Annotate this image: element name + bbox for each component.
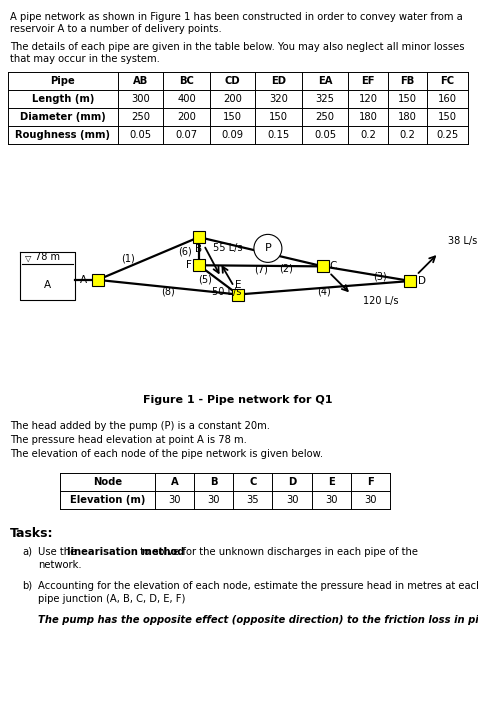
Text: (2): (2): [268, 243, 282, 253]
Text: 120: 120: [358, 94, 378, 104]
Text: (6): (6): [178, 246, 192, 256]
Text: The elevation of each node of the pipe network is given below.: The elevation of each node of the pipe n…: [10, 449, 323, 459]
Text: EA: EA: [318, 76, 332, 86]
Text: 120 L/s: 120 L/s: [363, 297, 399, 306]
Text: Tasks:: Tasks:: [10, 527, 54, 540]
Text: (4): (4): [317, 287, 331, 297]
Text: 150: 150: [269, 112, 288, 122]
Text: 180: 180: [358, 112, 378, 122]
Text: 400: 400: [177, 94, 196, 104]
Text: The details of each pipe are given in the table below. You may also neglect all : The details of each pipe are given in th…: [10, 42, 465, 52]
Text: A: A: [80, 275, 87, 285]
Text: Use the: Use the: [38, 547, 79, 557]
Text: 320: 320: [269, 94, 288, 104]
Text: C: C: [249, 477, 257, 487]
Text: (3): (3): [373, 271, 387, 282]
Text: 150: 150: [223, 112, 242, 122]
Polygon shape: [92, 274, 104, 286]
Text: Accounting for the elevation of each node, estimate the pressure head in metres : Accounting for the elevation of each nod…: [38, 581, 478, 591]
Text: A: A: [171, 477, 178, 487]
Text: reservoir A to a number of delivery points.: reservoir A to a number of delivery poin…: [10, 24, 222, 34]
Text: A: A: [43, 280, 51, 290]
Text: linearisation method: linearisation method: [67, 547, 185, 557]
Text: 250: 250: [315, 112, 335, 122]
Text: pipe junction (A, B, C, D, E, F): pipe junction (A, B, C, D, E, F): [38, 594, 185, 604]
Text: ▽: ▽: [25, 254, 31, 263]
Text: 300: 300: [131, 94, 150, 104]
Text: CD: CD: [225, 76, 240, 86]
Text: 30: 30: [207, 495, 220, 505]
Text: FC: FC: [440, 76, 455, 86]
Polygon shape: [317, 261, 329, 273]
Text: 325: 325: [315, 94, 335, 104]
Text: The pressure head elevation at point A is 78 m.: The pressure head elevation at point A i…: [10, 435, 247, 445]
Text: FB: FB: [401, 76, 414, 86]
Text: (5): (5): [198, 275, 212, 285]
Text: 0.15: 0.15: [267, 130, 290, 140]
Text: Length (m): Length (m): [32, 94, 94, 104]
Text: BC: BC: [179, 76, 194, 86]
Text: Figure 1 - Pipe network for Q1: Figure 1 - Pipe network for Q1: [143, 395, 333, 405]
Text: AB: AB: [133, 76, 148, 86]
Text: b): b): [22, 581, 32, 591]
Text: B: B: [196, 244, 203, 254]
Text: A pipe network as shown in Figure 1 has been constructed in order to convey wate: A pipe network as shown in Figure 1 has …: [10, 12, 463, 22]
Text: ED: ED: [271, 76, 286, 86]
Text: Elevation (m): Elevation (m): [70, 495, 145, 505]
Text: E: E: [235, 280, 241, 289]
Text: 200: 200: [177, 112, 196, 122]
Text: 0.2: 0.2: [400, 130, 415, 140]
Text: Node: Node: [93, 477, 122, 487]
Text: network.: network.: [38, 560, 82, 570]
Text: 55 L/s: 55 L/s: [213, 242, 243, 253]
Text: The pump has the opposite effect (opposite direction) to the friction loss in pi: The pump has the opposite effect (opposi…: [38, 615, 478, 625]
Polygon shape: [404, 275, 416, 287]
Text: E: E: [328, 477, 335, 487]
Text: D: D: [288, 477, 296, 487]
Text: 0.07: 0.07: [175, 130, 197, 140]
Text: 0.2: 0.2: [360, 130, 376, 140]
Text: 50 L/s: 50 L/s: [212, 287, 241, 297]
Text: a): a): [22, 547, 32, 557]
Text: 30: 30: [364, 495, 377, 505]
Text: 30: 30: [286, 495, 298, 505]
Text: 30: 30: [325, 495, 337, 505]
Text: The head added by the pump (P) is a constant 20m.: The head added by the pump (P) is a cons…: [10, 421, 270, 431]
Text: C: C: [329, 261, 337, 271]
Text: (8): (8): [161, 286, 175, 297]
Polygon shape: [232, 289, 244, 301]
Text: EF: EF: [361, 76, 375, 86]
Text: (1): (1): [121, 253, 134, 263]
Text: 35: 35: [247, 495, 259, 505]
Text: Diameter (mm): Diameter (mm): [20, 112, 106, 122]
Text: 150: 150: [398, 94, 417, 104]
Polygon shape: [193, 259, 205, 271]
Text: 200: 200: [223, 94, 242, 104]
Polygon shape: [193, 231, 205, 243]
Text: P: P: [264, 244, 272, 253]
Text: D: D: [419, 276, 426, 286]
Text: Roughness (mm): Roughness (mm): [15, 130, 110, 140]
Text: 150: 150: [438, 112, 457, 122]
Text: Pipe: Pipe: [51, 76, 76, 86]
Text: F: F: [367, 477, 374, 487]
Text: B: B: [210, 477, 217, 487]
Text: (7): (7): [254, 265, 268, 275]
Text: 38 L/s: 38 L/s: [448, 236, 478, 246]
Text: 0.05: 0.05: [314, 130, 336, 140]
Text: that may occur in the system.: that may occur in the system.: [10, 54, 160, 64]
Text: 0.25: 0.25: [436, 130, 458, 140]
Text: 0.09: 0.09: [221, 130, 244, 140]
Text: 30: 30: [168, 495, 181, 505]
Text: 180: 180: [398, 112, 417, 122]
Text: 0.05: 0.05: [130, 130, 152, 140]
Text: 78 m: 78 m: [35, 252, 60, 262]
Text: 250: 250: [131, 112, 150, 122]
Text: F: F: [186, 261, 192, 270]
Circle shape: [254, 234, 282, 263]
Text: (2): (2): [279, 263, 293, 273]
Text: to solve for the unknown discharges in each pipe of the: to solve for the unknown discharges in e…: [137, 547, 418, 557]
Text: 160: 160: [438, 94, 457, 104]
